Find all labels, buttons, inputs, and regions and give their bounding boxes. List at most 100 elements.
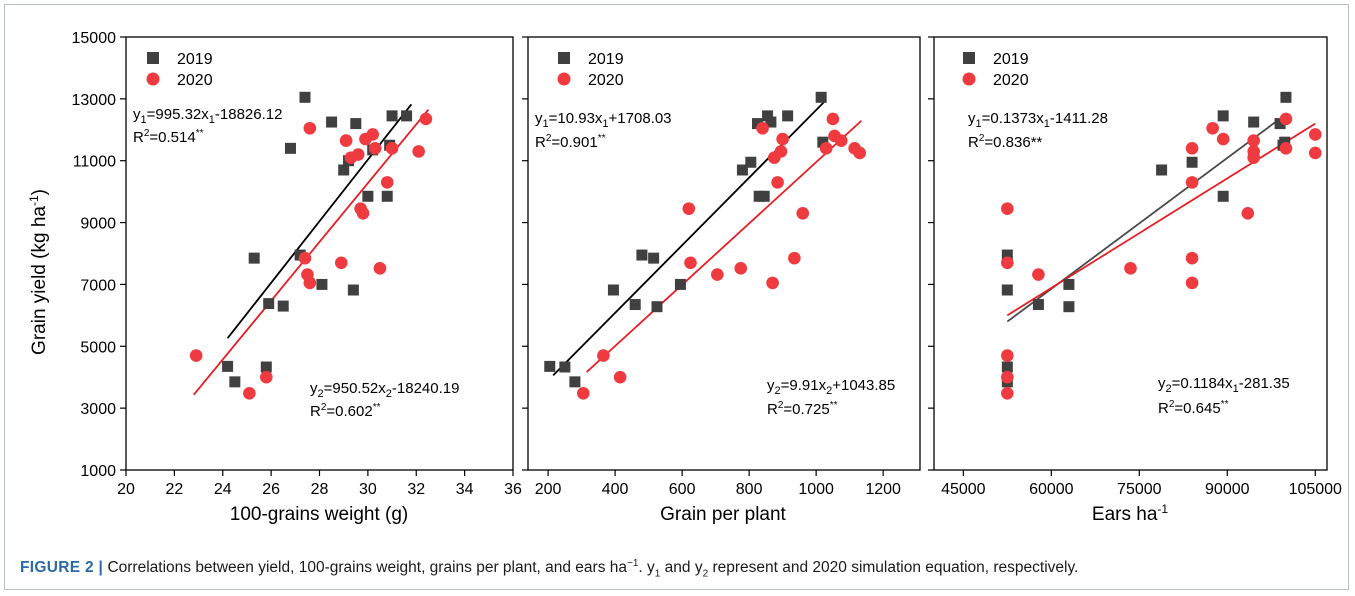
legend-marker-2019 xyxy=(963,52,975,64)
y-tick-label: 13000 xyxy=(72,92,117,109)
x-axis: 45000 60000 75000 90000 105000 xyxy=(941,470,1342,498)
point-2020 xyxy=(776,132,789,146)
x-tick-label: 200 xyxy=(535,481,562,498)
x-tick-label: 105000 xyxy=(1289,481,1342,498)
point-2019 xyxy=(229,376,241,388)
data-points xyxy=(189,91,433,400)
caption-sub-1: 1 xyxy=(654,568,661,580)
point-2019 xyxy=(1186,156,1198,168)
point-2020 xyxy=(373,262,387,275)
fit-lines xyxy=(1006,113,1316,323)
point-2019 xyxy=(326,116,338,128)
fit-lines xyxy=(193,103,430,396)
point-2019 xyxy=(762,110,774,122)
point-2020 xyxy=(380,176,394,189)
point-2020 xyxy=(1185,142,1199,155)
x-tick-label: 1000 xyxy=(798,481,834,498)
equation-2020: y2=9.91x2+1043.85 xyxy=(767,377,895,397)
point-2019 xyxy=(651,301,663,313)
legend: 2019 2020 xyxy=(962,51,1029,89)
equation-2019: y1=995.32x1-18826.12 xyxy=(133,106,282,126)
point-2019 xyxy=(765,116,777,128)
point-2019 xyxy=(222,360,234,372)
point-2019 xyxy=(1280,91,1292,103)
point-2020 xyxy=(356,206,370,220)
point-2020 xyxy=(1247,151,1260,164)
equation-2020: y2=950.52x2-18240.19 xyxy=(310,380,459,400)
point-2020 xyxy=(1185,276,1199,290)
figure-caption: FIGURE 2 | Correlations between yield, 1… xyxy=(20,558,1078,579)
legend: 2019 2020 xyxy=(146,51,213,89)
y-tick-label: 15000 xyxy=(72,30,117,47)
legend-label-2020: 2020 xyxy=(588,72,624,89)
y-axis-label: Grain yield (kg ha-1) xyxy=(27,189,50,355)
point-2020 xyxy=(1001,370,1014,384)
x-tick-label: 32 xyxy=(407,481,425,498)
point-2019 xyxy=(277,300,289,312)
point-2019 xyxy=(1274,118,1286,130)
point-2020 xyxy=(1279,142,1293,155)
point-2019 xyxy=(758,190,770,202)
point-2020 xyxy=(1001,349,1014,362)
point-2020 xyxy=(613,370,627,384)
legend-label-2020: 2020 xyxy=(993,72,1029,89)
point-2020 xyxy=(774,145,788,158)
point-2020 xyxy=(834,134,848,147)
point-2020 xyxy=(189,349,203,362)
y-tick-label: 5000 xyxy=(80,339,116,356)
point-2019 xyxy=(648,252,660,264)
point-2019 xyxy=(260,361,272,373)
point-2019 xyxy=(1063,278,1075,290)
point-2019 xyxy=(362,190,374,202)
point-2019 xyxy=(569,376,581,388)
point-2020 xyxy=(684,256,697,270)
x-tick-label: 30 xyxy=(359,481,377,498)
point-2019 xyxy=(745,156,757,168)
r-squared-2019: R2=0.514** xyxy=(133,128,204,146)
y-tick-label: 3000 xyxy=(80,401,116,418)
point-2019 xyxy=(401,110,413,122)
point-2020 xyxy=(243,386,256,400)
fit-line-2019 xyxy=(226,103,413,339)
y-tick-label: 7000 xyxy=(80,277,116,294)
point-2020 xyxy=(1206,121,1219,135)
x-axis: 200 400 600 800 1000 1200 xyxy=(535,470,901,498)
point-2019 xyxy=(1156,164,1168,176)
fit-line-2020 xyxy=(1006,122,1316,317)
point-2019 xyxy=(636,249,648,261)
y-axis: 1000 3000 5000 7000 9000 11000 13000 15000 xyxy=(72,30,126,480)
point-2020 xyxy=(419,112,433,126)
point-2019 xyxy=(284,142,296,154)
point-2020 xyxy=(1001,256,1014,270)
point-2020 xyxy=(1001,386,1014,400)
x-tick-label: 26 xyxy=(262,481,280,498)
point-2020 xyxy=(339,134,353,147)
y-axis xyxy=(928,36,934,471)
point-2019 xyxy=(629,299,641,311)
point-2020 xyxy=(1185,176,1199,189)
fit-line-2020 xyxy=(193,109,430,396)
point-2020 xyxy=(368,142,382,155)
point-2020 xyxy=(1185,251,1199,265)
data-points xyxy=(1001,91,1322,400)
point-2019 xyxy=(338,164,350,176)
x-tick-label: 45000 xyxy=(941,481,986,498)
chart-panel-grain-weight: 1000 3000 5000 7000 9000 11000 13000 15000 20 22… xyxy=(72,30,523,525)
r-squared-2019: R2=0.901** xyxy=(535,133,606,151)
equation-2019: y1=10.93x1+1708.03 xyxy=(535,110,672,130)
point-2020 xyxy=(303,276,317,290)
figure-label: FIGURE 2 | xyxy=(20,559,104,577)
point-2019 xyxy=(1032,299,1044,311)
equation-2019: y1=0.1373x1-1411.28 xyxy=(968,110,1108,130)
y-tick-label: 1000 xyxy=(80,463,116,480)
x-tick-label: 28 xyxy=(311,481,329,498)
figure-frame xyxy=(4,4,1349,590)
x-tick-label: 20 xyxy=(117,481,135,498)
x-tick-label: 90000 xyxy=(1205,481,1250,498)
legend-marker-2020 xyxy=(557,72,571,86)
point-2020 xyxy=(771,176,784,189)
equation-2020: y2=0.1184x1-281.35 xyxy=(1158,375,1290,395)
point-2019 xyxy=(1001,361,1013,373)
plot-area xyxy=(527,36,921,471)
point-2019 xyxy=(815,91,827,103)
